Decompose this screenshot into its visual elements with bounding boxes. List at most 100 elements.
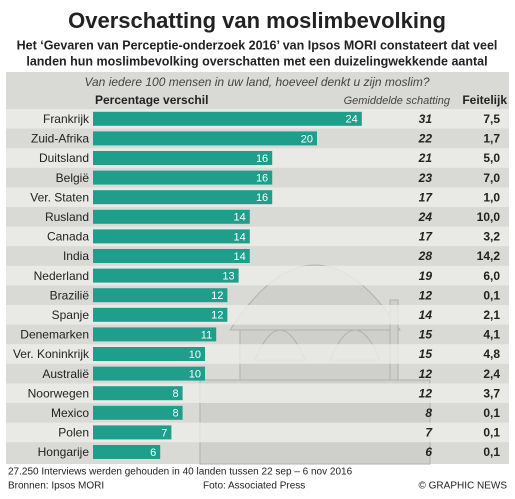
bar-value-label: 12 [211, 310, 223, 322]
bar [93, 327, 217, 342]
bar [93, 386, 183, 401]
bar-value-label: 24 [346, 114, 358, 126]
bar [93, 111, 362, 126]
bar-value-label: 11 [201, 329, 212, 341]
actual-value: 3,2 [483, 230, 500, 244]
category-label: België [56, 171, 90, 185]
category-label: Noorwegen [28, 386, 89, 400]
estimate-value: 6 [425, 445, 432, 459]
category-label: Denemarken [20, 328, 89, 342]
estimate-value: 12 [419, 367, 433, 381]
column-header: Percentage verschil [95, 93, 208, 107]
actual-value: 5,0 [483, 151, 500, 165]
estimate-value: 15 [419, 347, 433, 361]
bar [93, 209, 250, 224]
copyright: © GRAPHIC NEWS [419, 481, 508, 492]
bar-value-label: 20 [301, 133, 313, 145]
photo-credit: Foto: Associated Press [203, 481, 305, 492]
chart-title: Overschatting van moslimbevolking [68, 8, 446, 33]
bar-value-label: 10 [189, 349, 201, 361]
category-label: Hongarije [38, 445, 90, 459]
actual-value: 1,0 [483, 190, 500, 204]
note: 27.250 Interviews werden gehouden in 40 … [8, 467, 353, 478]
bar [93, 425, 172, 440]
bar [93, 268, 239, 283]
actual-value: 6,0 [483, 269, 500, 283]
bar [93, 190, 273, 205]
bar-value-label: 14 [234, 251, 246, 263]
bar-value-label: 6 [150, 447, 156, 459]
bar [93, 229, 250, 244]
bar [93, 170, 273, 185]
estimate-value: 19 [419, 269, 433, 283]
bar [93, 405, 183, 420]
category-label: Canada [47, 230, 89, 244]
source: Bronnen: Ipsos MORI [8, 481, 104, 492]
estimate-value: 31 [419, 112, 433, 126]
category-label: Mexico [51, 406, 89, 420]
bar-value-label: 16 [256, 192, 268, 204]
bar-value-label: 16 [256, 153, 268, 165]
actual-value: 0,1 [483, 445, 500, 459]
bar [93, 366, 205, 381]
subtitle: landen hun moslimbevolking overschatten … [26, 54, 487, 68]
actual-value: 2,1 [483, 308, 500, 322]
actual-value: 0,1 [483, 288, 500, 302]
actual-value: 1,7 [483, 132, 500, 146]
bar [93, 249, 250, 263]
actual-value: 4,1 [483, 328, 500, 342]
bar-value-label: 14 [234, 212, 246, 224]
bar-value-label: 13 [222, 271, 234, 283]
estimate-value: 28 [418, 249, 433, 263]
bar [93, 347, 205, 361]
actual-value: 3,7 [483, 386, 500, 400]
actual-value: 14,2 [477, 249, 501, 263]
category-label: Zuid-Afrika [31, 132, 89, 146]
category-label: Frankrijk [43, 112, 90, 126]
actual-value: 0,1 [483, 406, 500, 420]
actual-value: 4,8 [483, 347, 500, 361]
category-label: Ver. Koninkrijk [13, 347, 90, 361]
category-label: Ver. Staten [30, 190, 89, 204]
bar-value-label: 8 [172, 388, 178, 400]
column-header: Feitelijk [462, 93, 507, 107]
bar-value-label: 16 [256, 173, 268, 185]
estimate-value: 23 [418, 171, 433, 185]
question: Van iedere 100 mensen in uw land, hoevee… [84, 75, 429, 89]
category-label: Brazilië [50, 288, 90, 302]
estimate-value: 7 [425, 426, 433, 440]
actual-value: 2,4 [483, 367, 500, 381]
category-label: Polen [58, 426, 89, 440]
bar [93, 445, 161, 459]
category-label: Nederland [34, 269, 89, 283]
subtitle: Het ‘Gevaren van Perceptie-onderzoek 201… [17, 38, 498, 52]
estimate-value: 17 [419, 230, 434, 244]
estimate-value: 14 [419, 308, 433, 322]
estimate-value: 24 [418, 210, 433, 224]
category-label: Rusland [45, 210, 89, 224]
estimate-value: 17 [419, 190, 434, 204]
actual-value: 0,1 [483, 426, 500, 440]
estimate-value: 21 [418, 151, 433, 165]
estimate-value: 8 [425, 406, 432, 420]
bar-value-label: 8 [172, 408, 178, 420]
actual-value: 10,0 [477, 210, 501, 224]
bar [93, 307, 228, 322]
estimate-value: 12 [419, 386, 433, 400]
estimate-value: 15 [419, 328, 433, 342]
actual-value: 7,0 [483, 171, 500, 185]
category-label: India [63, 249, 89, 263]
estimate-value: 22 [418, 132, 433, 146]
bar-value-label: 12 [211, 290, 223, 302]
bar [93, 131, 317, 146]
estimate-value: 12 [419, 288, 433, 302]
actual-value: 7,5 [483, 112, 500, 126]
bar [93, 151, 273, 165]
category-label: Duitsland [39, 151, 89, 165]
bar [93, 288, 228, 303]
column-header: Gemiddelde schatting [344, 95, 451, 107]
bar-value-label: 10 [189, 369, 201, 381]
category-label: Spanje [52, 308, 90, 322]
bar-value-label: 7 [161, 427, 167, 439]
